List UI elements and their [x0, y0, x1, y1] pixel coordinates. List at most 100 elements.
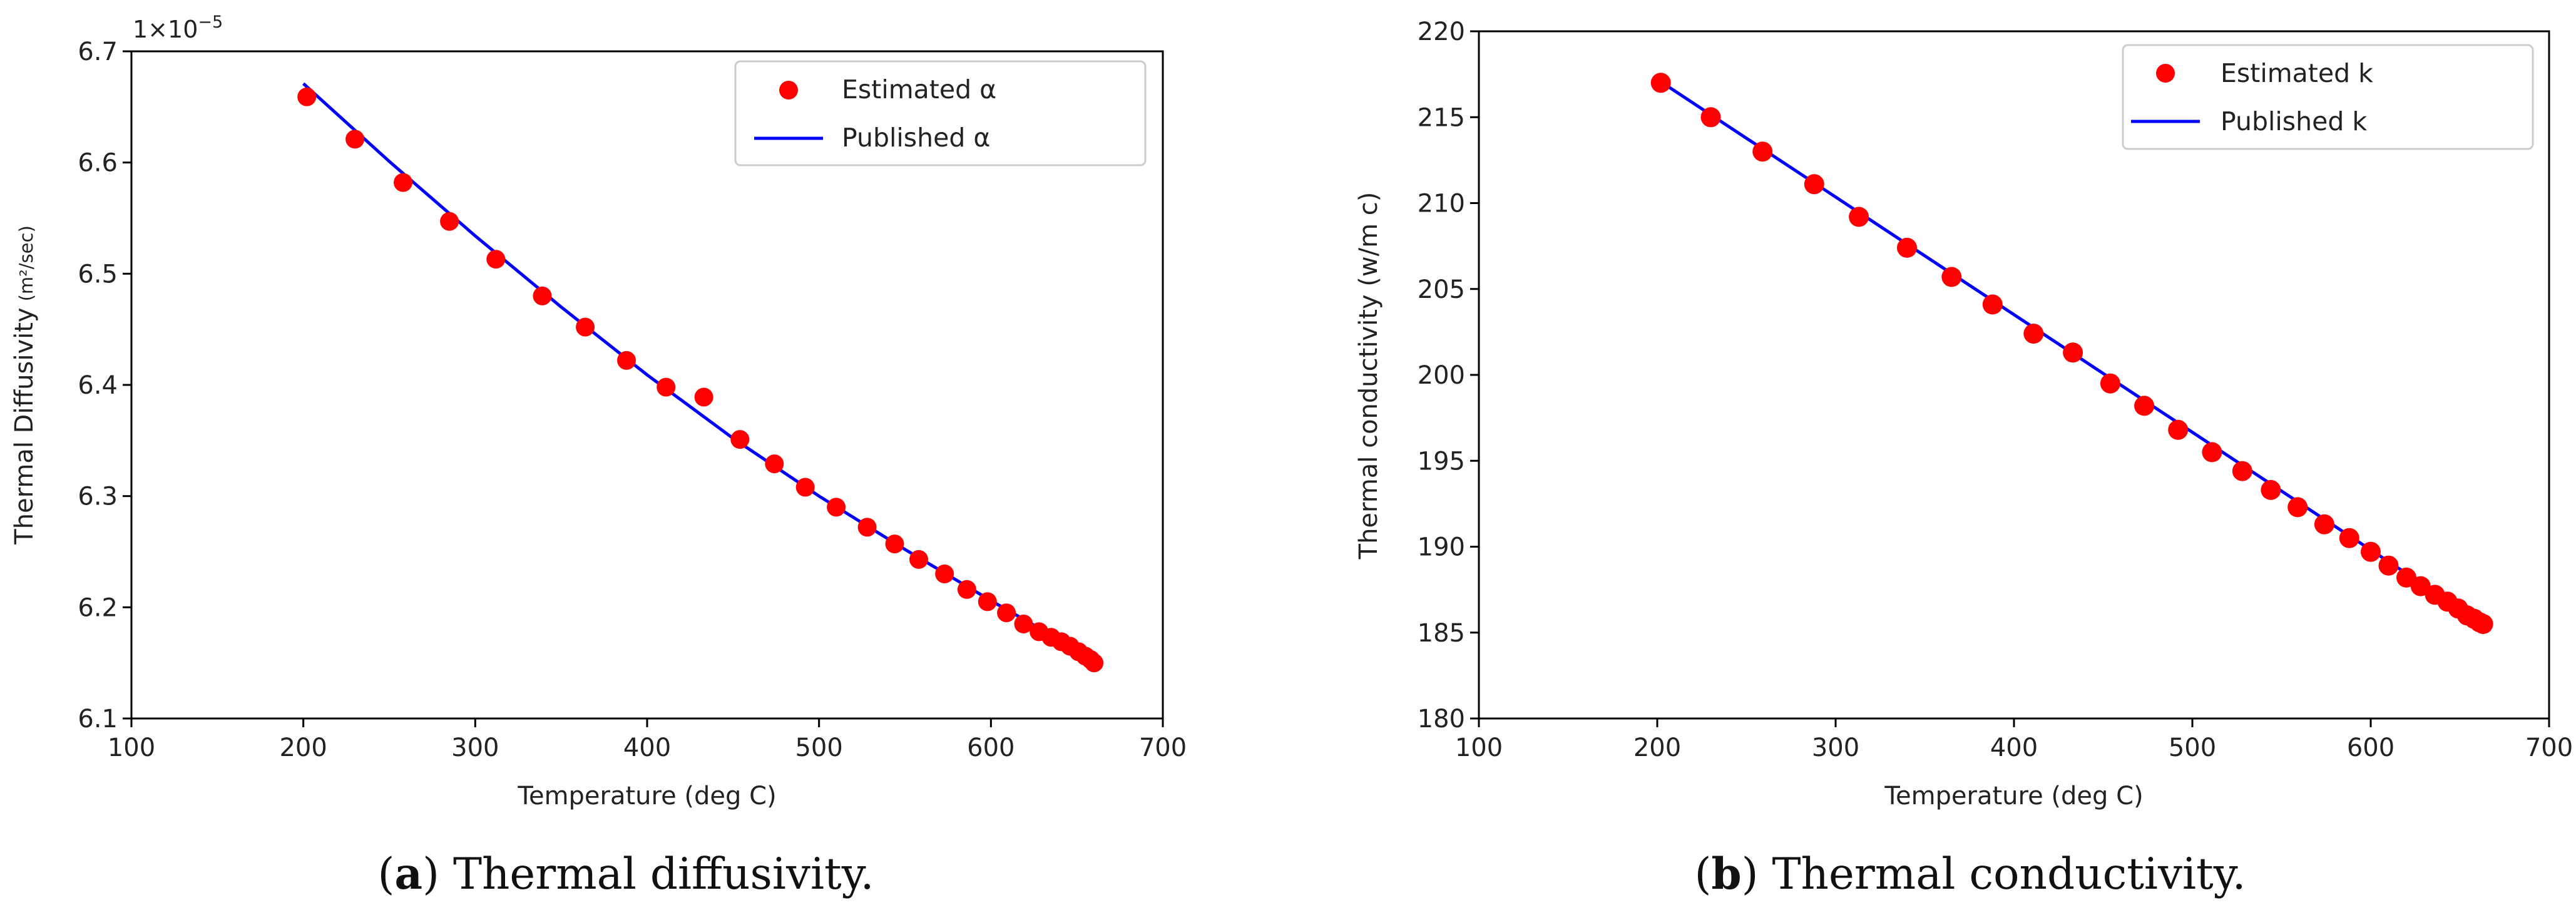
- legend-marker-estimated: [2156, 64, 2175, 83]
- chart-thermal-diffusivity: 100 200 300 400 500 600 700 6.1 6.2 6.3 6.4 6.5 6.6…: [10, 13, 1187, 810]
- data-point: [795, 478, 815, 497]
- y-tick-label: 195: [1418, 447, 1465, 476]
- data-point: [617, 350, 636, 370]
- y-tick-label: 6.3: [78, 483, 118, 511]
- x-tick-label: 600: [2347, 734, 2395, 762]
- data-point: [909, 550, 928, 569]
- legend-box: [734, 60, 1147, 166]
- data-point: [2261, 479, 2281, 500]
- data-point: [1897, 237, 1917, 258]
- x-tick-label: 300: [1812, 734, 1859, 762]
- data-point: [533, 286, 552, 305]
- data-point: [1014, 615, 1033, 633]
- x-tick-label: 200: [279, 734, 327, 762]
- data-point: [765, 454, 784, 474]
- x-tick-label: 600: [967, 734, 1015, 762]
- data-point: [2168, 419, 2189, 440]
- y-axis-label: Thermal Diffusivity(m²/sec): [10, 225, 39, 545]
- data-point: [1700, 107, 1721, 128]
- x-tick-label: 100: [1455, 734, 1503, 762]
- legend-label-published: Published k: [2221, 106, 2367, 136]
- data-point: [827, 498, 846, 517]
- estimated-points-series: [1650, 73, 2493, 634]
- legend: Estimated k Published k: [2122, 44, 2534, 150]
- data-point: [2314, 514, 2334, 534]
- y-tick-label: 180: [1418, 705, 1465, 734]
- caption-a: (a) Thermal diffusivity.: [377, 849, 874, 899]
- x-tick-label: 700: [2525, 734, 2573, 762]
- data-point: [297, 87, 317, 106]
- data-point: [2473, 614, 2493, 634]
- data-point: [1982, 294, 2003, 315]
- data-point: [2339, 528, 2359, 548]
- x-tick-label: 100: [108, 734, 155, 762]
- data-point: [978, 592, 997, 611]
- data-point: [1804, 174, 1824, 195]
- legend-marker-estimated: [779, 81, 798, 100]
- x-tick-label: 500: [2169, 734, 2216, 762]
- y-tick-label: 190: [1418, 533, 1465, 562]
- published-line-series: [302, 82, 1095, 661]
- data-point: [486, 250, 506, 269]
- y-tick-label: 6.2: [78, 593, 118, 622]
- y-tick-label: 6.1: [78, 705, 118, 734]
- y-axis: 180 185 190 195 200 205 210 215 220: [1418, 18, 1479, 734]
- data-point: [657, 377, 676, 397]
- data-point: [694, 387, 713, 407]
- y-tick-label: 185: [1418, 619, 1465, 648]
- data-point: [997, 603, 1016, 623]
- data-point: [857, 518, 877, 537]
- data-point: [1752, 141, 1773, 162]
- published-line: [302, 82, 1095, 661]
- x-axis: 100 200 300 400 500 600 700: [1455, 718, 2573, 762]
- data-point: [2378, 555, 2399, 576]
- legend-box: [2122, 44, 2534, 150]
- x-axis: 100 200 300 400 500 600 700: [108, 718, 1187, 762]
- y-tick-label: 205: [1418, 275, 1465, 304]
- x-tick-label: 700: [1139, 734, 1187, 762]
- data-point: [394, 173, 412, 192]
- data-point: [2063, 342, 2083, 363]
- data-point: [957, 580, 976, 599]
- legend-label-estimated: Estimated k: [2221, 58, 2373, 88]
- x-tick-label: 200: [1633, 734, 1681, 762]
- x-axis-label: Temperature (deg C): [517, 782, 776, 810]
- estimated-points-series: [297, 87, 1104, 673]
- chart-thermal-conductivity: 100 200 300 400 500 600 700 180 185 190 195 200 205…: [1354, 18, 2573, 810]
- y-tick-label: 6.6: [78, 149, 118, 178]
- data-point: [2023, 324, 2044, 344]
- data-point: [2361, 541, 2381, 562]
- y-tick-label: 6.7: [78, 38, 118, 66]
- x-axis-label: Temperature (deg C): [1884, 782, 2143, 810]
- x-tick-label: 300: [451, 734, 499, 762]
- data-point: [935, 565, 954, 583]
- legend: Estimated α Published α: [734, 60, 1147, 166]
- y-tick-label: 6.4: [78, 371, 118, 400]
- data-point: [1849, 207, 1869, 227]
- legend-label-published: Published α: [842, 123, 990, 153]
- data-point: [885, 534, 904, 554]
- y-axis: 6.1 6.2 6.3 6.4 6.5 6.6 6.7: [78, 38, 131, 734]
- data-point: [345, 130, 365, 149]
- caption-b: (b) Thermal conductivity.: [1694, 849, 2246, 899]
- y-tick-label: 200: [1418, 361, 1465, 390]
- data-point: [2232, 461, 2252, 481]
- y-axis-label: Thermal conductivity (w/m c): [1354, 192, 1383, 560]
- y-tick-label: 210: [1418, 190, 1465, 218]
- data-point: [1085, 653, 1104, 673]
- y-multiplier: 1×10−5: [133, 13, 223, 43]
- x-tick-label: 400: [1990, 734, 2038, 762]
- data-point: [2100, 373, 2120, 394]
- data-point: [2134, 396, 2155, 416]
- legend-label-estimated: Estimated α: [842, 74, 996, 105]
- y-tick-label: 215: [1418, 103, 1465, 132]
- data-point: [576, 317, 595, 337]
- data-point: [1941, 267, 1962, 287]
- x-tick-label: 400: [623, 734, 671, 762]
- data-point: [730, 430, 750, 449]
- x-tick-label: 500: [795, 734, 842, 762]
- data-point: [2287, 497, 2308, 518]
- data-point: [440, 212, 459, 231]
- data-point: [1650, 73, 1671, 93]
